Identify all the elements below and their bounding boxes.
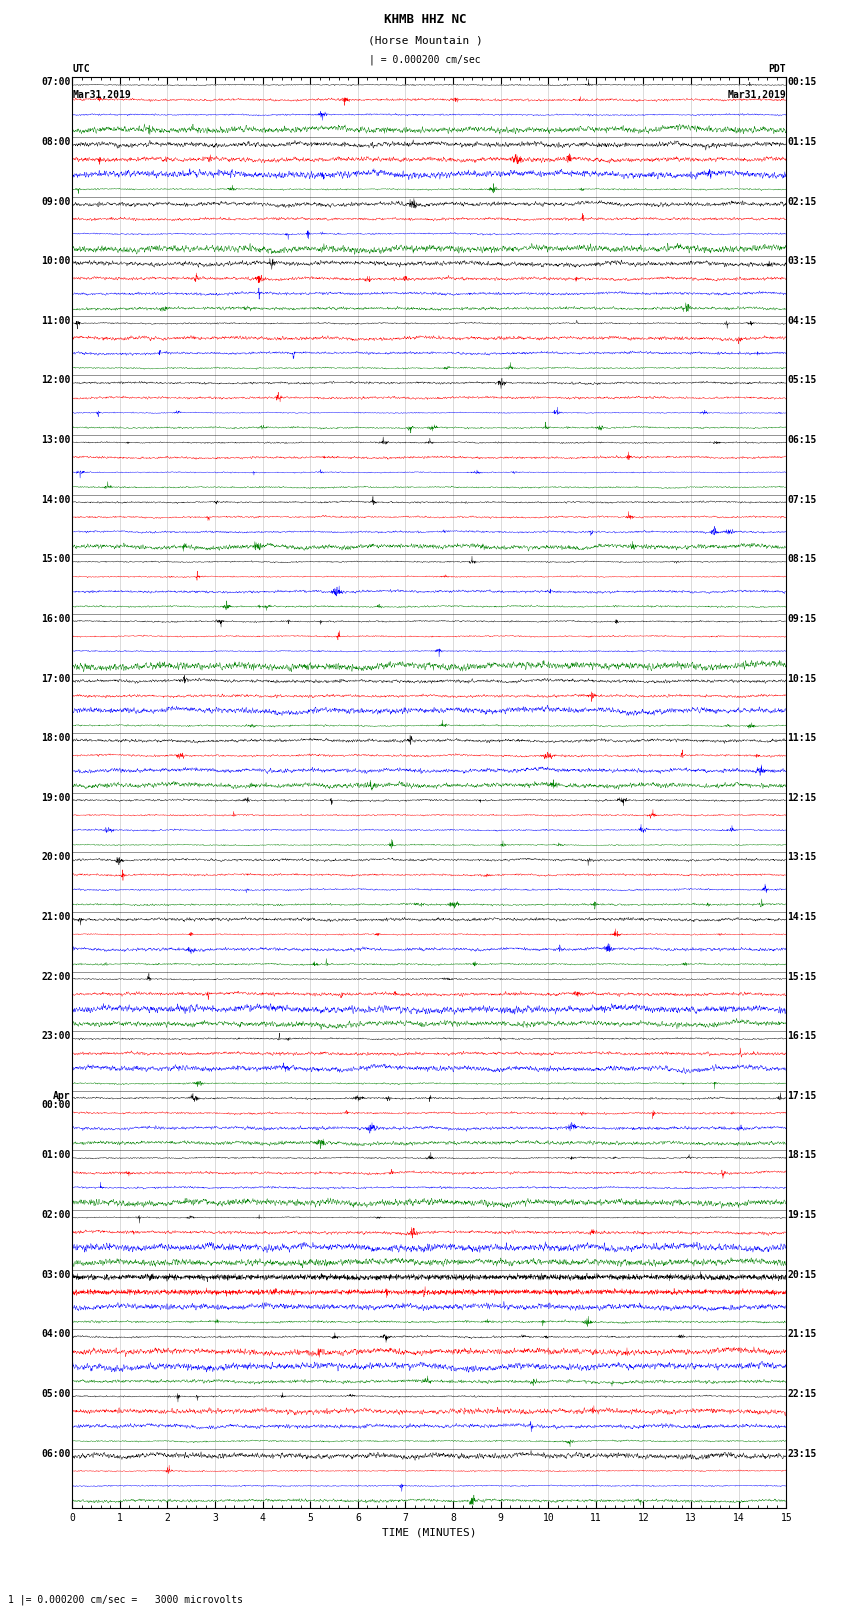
Text: 13:15: 13:15 (787, 852, 817, 863)
Text: 23:15: 23:15 (787, 1448, 817, 1458)
Text: KHMB HHZ NC: KHMB HHZ NC (383, 13, 467, 26)
Text: 10:15: 10:15 (787, 674, 817, 684)
Text: 03:15: 03:15 (787, 256, 817, 266)
Text: 01:00: 01:00 (42, 1150, 71, 1160)
Text: 02:15: 02:15 (787, 197, 817, 206)
Text: 21:15: 21:15 (787, 1329, 817, 1339)
Text: 08:15: 08:15 (787, 555, 817, 565)
Text: 05:15: 05:15 (787, 376, 817, 386)
Text: 19:00: 19:00 (42, 794, 71, 803)
Text: 05:00: 05:00 (42, 1389, 71, 1398)
Text: | = 0.000200 cm/sec: | = 0.000200 cm/sec (369, 55, 481, 66)
Text: 22:15: 22:15 (787, 1389, 817, 1398)
Text: 20:15: 20:15 (787, 1269, 817, 1279)
Text: 19:15: 19:15 (787, 1210, 817, 1219)
Text: 12:15: 12:15 (787, 794, 817, 803)
Text: 07:00: 07:00 (42, 77, 71, 87)
Text: 15:00: 15:00 (42, 555, 71, 565)
Text: 10:00: 10:00 (42, 256, 71, 266)
Text: 20:00: 20:00 (42, 852, 71, 863)
Text: 12:00: 12:00 (42, 376, 71, 386)
Text: 14:00: 14:00 (42, 495, 71, 505)
Text: 11:15: 11:15 (787, 734, 817, 744)
Text: 02:00: 02:00 (42, 1210, 71, 1219)
Text: PDT: PDT (768, 65, 786, 74)
Text: 16:15: 16:15 (787, 1031, 817, 1042)
Text: UTC: UTC (72, 65, 90, 74)
Text: 13:00: 13:00 (42, 436, 71, 445)
Text: 15:15: 15:15 (787, 971, 817, 982)
Text: 03:00: 03:00 (42, 1269, 71, 1279)
Text: 09:15: 09:15 (787, 615, 817, 624)
Text: 06:15: 06:15 (787, 436, 817, 445)
Text: 17:00: 17:00 (42, 674, 71, 684)
Text: 16:00: 16:00 (42, 615, 71, 624)
Text: 09:00: 09:00 (42, 197, 71, 206)
Text: 18:00: 18:00 (42, 734, 71, 744)
Text: 01:15: 01:15 (787, 137, 817, 147)
Text: 11:00: 11:00 (42, 316, 71, 326)
X-axis label: TIME (MINUTES): TIME (MINUTES) (382, 1528, 477, 1537)
Text: Apr
00:00: Apr 00:00 (42, 1090, 71, 1110)
Text: 14:15: 14:15 (787, 911, 817, 923)
Text: 1 |= 0.000200 cm/sec =   3000 microvolts: 1 |= 0.000200 cm/sec = 3000 microvolts (8, 1594, 243, 1605)
Text: 06:00: 06:00 (42, 1448, 71, 1458)
Text: Mar31,2019: Mar31,2019 (72, 90, 131, 100)
Text: (Horse Mountain ): (Horse Mountain ) (367, 35, 483, 45)
Text: 04:00: 04:00 (42, 1329, 71, 1339)
Text: 07:15: 07:15 (787, 495, 817, 505)
Text: 04:15: 04:15 (787, 316, 817, 326)
Text: 21:00: 21:00 (42, 911, 71, 923)
Text: Mar31,2019: Mar31,2019 (728, 90, 786, 100)
Text: 18:15: 18:15 (787, 1150, 817, 1160)
Text: 00:15: 00:15 (787, 77, 817, 87)
Text: 08:00: 08:00 (42, 137, 71, 147)
Text: 17:15: 17:15 (787, 1090, 817, 1100)
Text: 22:00: 22:00 (42, 971, 71, 982)
Text: 23:00: 23:00 (42, 1031, 71, 1042)
